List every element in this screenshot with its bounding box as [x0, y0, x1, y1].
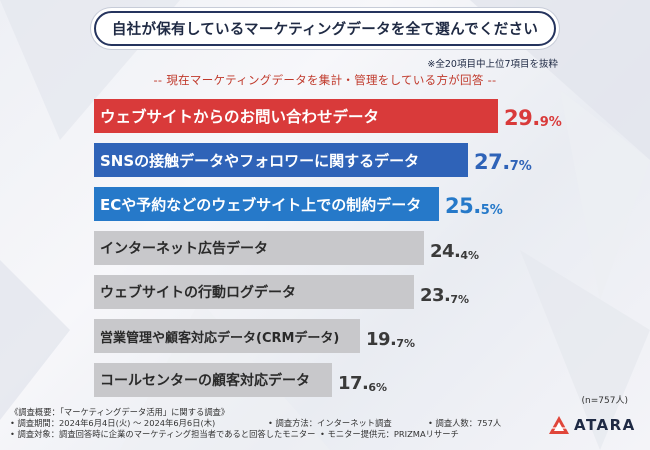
selection-note: ※全20項目中上位7項目を抜粋 [427, 59, 558, 70]
bar-value-5: 23. 7% [420, 275, 469, 309]
bar-label-4: インターネット広告データ [100, 241, 268, 257]
survey-respondents: • 調査人数：757人 [428, 418, 502, 428]
bar-value-7: 17. 6% [338, 363, 387, 397]
bar-label-3: ECや予約などのウェブサイト上での制約データ [100, 195, 422, 214]
survey-period: • 調査期間：2024年6月4日(火) ～ 2024年6月6日(木) [10, 418, 216, 428]
bar-1: ウェブサイトからのお問い合わせデータ [94, 99, 498, 133]
bar-value-dec-5: 7% [450, 293, 470, 306]
bar-4: インターネット広告データ [94, 231, 424, 265]
bar-3: ECや予約などのウェブサイト上での制約データ [94, 187, 439, 221]
bar-label-1: ウェブサイトからのお問い合わせデータ [100, 108, 380, 126]
atara-logo: ATARA [548, 415, 636, 435]
bar-label-5: ウェブサイトの行動ログデータ [100, 285, 296, 301]
bar-value-dec-4: 4% [460, 249, 480, 262]
survey-footer: 《調査概要：「マーケティングデータ活用」に関する調査》 • 調査期間：2024年… [10, 407, 530, 440]
bar-value-dec-7: 6% [368, 381, 388, 394]
bar-value-dec-3: 5% [480, 203, 503, 218]
bar-value-int-7: 17. [338, 373, 369, 394]
sample-size: (n=757人) [581, 396, 628, 406]
bar-2: SNSの接触データやフォロワーに関するデータ [94, 143, 468, 177]
respondent-subtitle: -- 現在マーケティングデータを集計・管理をしている方が回答 -- [153, 73, 497, 87]
bar-value-dec-2: 7% [509, 159, 532, 174]
survey-provider: • モニター提供元：PRIZMAリサーチ [320, 429, 459, 439]
bar-value-int-6: 19. [366, 329, 397, 350]
bar-label-6: 営業管理や顧客対応データ(CRMデータ) [100, 330, 340, 346]
bar-value-int-4: 24. [430, 241, 461, 262]
bar-value-int-3: 25. [445, 194, 481, 218]
bar-value-1: 29. 9% [504, 99, 562, 133]
bar-value-3: 25. 5% [445, 187, 503, 221]
survey-method: • 調査方法：インターネット調査 [268, 418, 392, 428]
bar-value-4: 24. 4% [430, 231, 479, 265]
bar-value-dec-6: 7% [396, 337, 416, 350]
survey-summary: 《調査概要：「マーケティングデータ活用」に関する調査》 [10, 407, 230, 417]
bar-value-2: 27. 7% [474, 143, 532, 177]
bar-value-dec-1: 9% [539, 115, 562, 130]
bar-label-7: コールセンターの顧客対応データ [100, 373, 310, 389]
bar-6: 営業管理や顧客対応データ(CRMデータ) [94, 319, 360, 353]
atara-logo-text: ATARA [574, 416, 636, 434]
bar-value-int-1: 29. [504, 106, 540, 130]
bar-value-int-2: 27. [474, 150, 510, 174]
bar-value-int-5: 23. [420, 285, 451, 306]
survey-target: • 調査対象：調査回答時に企業のマーケティング担当者であると回答したモニター [10, 429, 316, 439]
bar-value-6: 19. 7% [366, 319, 415, 353]
atara-logo-icon [549, 416, 569, 434]
bar-label-2: SNSの接触データやフォロワーに関するデータ [100, 151, 420, 170]
bar-7: コールセンターの顧客対応データ [94, 363, 332, 397]
question-title: 自社が保有しているマーケティングデータを全て選んでください [94, 11, 556, 46]
bar-5: ウェブサイトの行動ログデータ [94, 275, 414, 309]
